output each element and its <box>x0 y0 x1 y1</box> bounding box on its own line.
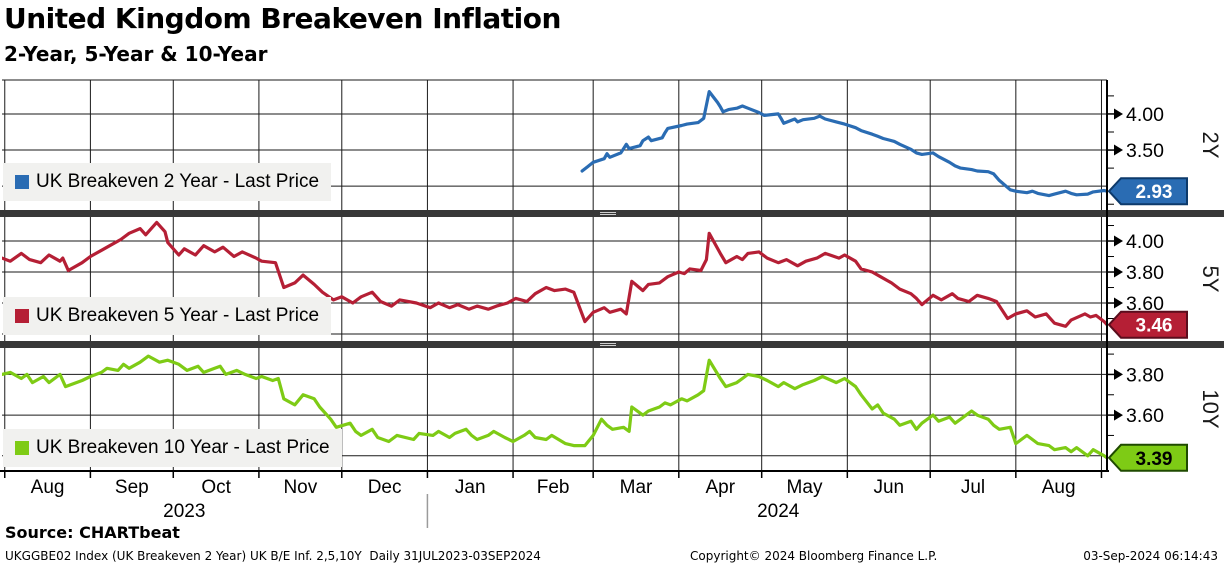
legend-swatch-icon <box>15 309 29 323</box>
separator-grip[interactable] <box>600 214 616 215</box>
y-tick-label: 4.00 <box>1126 104 1164 126</box>
y-tick-arrow-icon <box>1114 266 1123 278</box>
x-month-label: Nov <box>283 477 317 498</box>
x-month-label: Jul <box>961 477 985 498</box>
series-line-10y <box>2 354 1107 460</box>
panel-separator[interactable] <box>0 341 1224 348</box>
series-line-5y <box>2 220 1107 328</box>
x-month-label: Sep <box>115 477 149 498</box>
y-tick-label: 3.60 <box>1126 293 1164 315</box>
x-month-label: Jun <box>873 477 904 498</box>
y-tick-arrow-icon <box>1114 368 1123 380</box>
legend-label: UK Breakeven 5 Year - Last Price <box>36 305 320 326</box>
separator-grip[interactable] <box>600 345 616 346</box>
legend-swatch-icon <box>15 175 29 189</box>
x-year-label: 2024 <box>757 501 800 522</box>
last-price-badge-2y <box>1107 177 1188 206</box>
last-price-value-2y: 2.93 <box>1136 182 1173 203</box>
x-month-label: Aug <box>31 477 65 498</box>
source-label: Source: CHARTbeat <box>5 523 180 542</box>
separator-grip[interactable] <box>600 212 616 213</box>
legend-5y[interactable]: UK Breakeven 5 Year - Last Price <box>3 297 332 335</box>
y-tick-arrow-icon <box>1114 108 1123 120</box>
separator-grip[interactable] <box>600 343 616 344</box>
y-tick-arrow-icon <box>1114 235 1123 247</box>
panel-separator[interactable] <box>0 210 1224 217</box>
last-price-badge-10y <box>1107 443 1188 472</box>
y-tick-label: 3.60 <box>1126 405 1164 427</box>
legend-label: UK Breakeven 10 Year - Last Price <box>36 437 330 458</box>
legend-10y[interactable]: UK Breakeven 10 Year - Last Price <box>3 429 342 467</box>
last-price-badge-5y <box>1107 310 1188 339</box>
y-tick-label: 3.80 <box>1126 364 1164 386</box>
footer-ticker-info: UKGGBE02 Index (UK Breakeven 2 Year) UK … <box>5 549 541 563</box>
footer-copyright: Copyright© 2024 Bloomberg Finance L.P. <box>690 549 938 563</box>
x-month-label: May <box>787 477 823 498</box>
y-tick-arrow-icon <box>1114 297 1123 309</box>
x-month-label: Aug <box>1042 477 1076 498</box>
y-tick-label: 4.00 <box>1126 231 1164 253</box>
panel-axis-label-2y: 2Y <box>1198 132 1223 159</box>
y-tick-arrow-icon <box>1114 409 1123 421</box>
last-price-value-5y: 3.46 <box>1136 316 1173 337</box>
legend-swatch-icon <box>15 441 29 455</box>
series-line-2y <box>580 89 1107 198</box>
footer-timestamp: 03-Sep-2024 06:14:43 <box>1083 549 1218 563</box>
legend-2y[interactable]: UK Breakeven 2 Year - Last Price <box>3 163 332 201</box>
x-month-label: Oct <box>201 477 231 498</box>
y-tick-arrow-icon <box>1114 144 1123 156</box>
x-month-label: Apr <box>705 477 735 498</box>
page-subtitle: 2-Year, 5-Year & 10-Year <box>4 42 268 66</box>
x-month-label: Mar <box>620 477 653 498</box>
panel-axis-label-5y: 5Y <box>1198 266 1223 293</box>
x-month-label: Jan <box>455 477 486 498</box>
y-tick-label: 3.80 <box>1126 262 1164 284</box>
legend-label: UK Breakeven 2 Year - Last Price <box>36 171 320 192</box>
page-title: United Kingdom Breakeven Inflation <box>4 2 561 35</box>
x-year-label: 2023 <box>163 501 205 522</box>
x-month-label: Feb <box>537 477 570 498</box>
last-price-value-10y: 3.39 <box>1136 449 1173 470</box>
panel-axis-label-10y: 10Y <box>1198 389 1223 428</box>
y-tick-label: 3.50 <box>1126 140 1164 162</box>
x-month-label: Dec <box>368 477 402 498</box>
